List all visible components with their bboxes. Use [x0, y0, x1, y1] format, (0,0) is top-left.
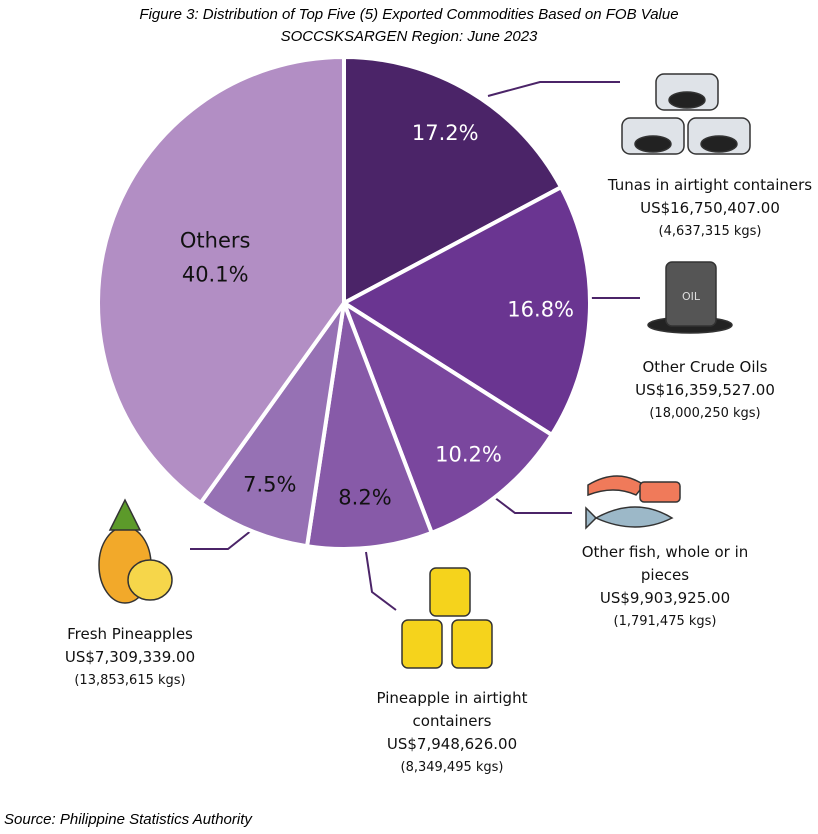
slice — [342, 54, 564, 307]
value-label: 7.5% — [243, 472, 296, 496]
volume: (8,349,495 kgs) — [400, 760, 504, 775]
value-label: 16.8% — [507, 297, 574, 321]
slice — [339, 298, 555, 536]
value-label: 40.1% — [182, 263, 249, 287]
volume: (13,853,615 kgs) — [74, 673, 186, 688]
chart-subtitle: SOCCSKSARGEN Region: June 2023 — [280, 28, 538, 45]
slice — [304, 295, 435, 551]
category-label: Tunas in airtight containers — [607, 176, 813, 194]
svg-text:OIL: OIL — [682, 290, 701, 303]
commodity-label: Other fish, whole or in pieces US$9,903,9… — [575, 541, 755, 633]
source: Source: Philippine Statistics Authority — [4, 811, 252, 828]
commodity-label: Tunas in airtight containers US$16,750,40… — [600, 174, 818, 243]
fob-value: US$16,359,527.00 — [635, 381, 775, 399]
fob-value: US$7,948,626.00 — [386, 735, 518, 753]
value-label: 10.2% — [435, 442, 502, 466]
volume: (18,000,250 kgs) — [649, 406, 761, 421]
slice — [96, 54, 346, 506]
category-label: Fresh Pineapples — [67, 625, 193, 643]
value-label: 17.2% — [412, 121, 479, 145]
commodity-label: Pineapple in airtight containers US$7,948… — [357, 687, 547, 779]
fob-value: US$9,903,925.00 — [599, 589, 731, 607]
icons: OIL — [98, 73, 751, 669]
category-label: Pineapple in airtight containers — [376, 689, 528, 730]
volume: (1,791,475 kgs) — [613, 614, 717, 629]
value-label: 8.2% — [338, 486, 391, 510]
slices — [96, 54, 592, 551]
chart-title: Figure 3: Distribution of Top Five (5) E… — [139, 6, 679, 23]
fob-value: US$16,750,407.00 — [640, 199, 780, 217]
volume: (4,637,315 kgs) — [658, 224, 762, 239]
category-label: Others — [180, 229, 251, 253]
fob-value: US$7,309,339.00 — [64, 648, 196, 666]
category-label: Other Crude Oils — [642, 358, 768, 376]
slice — [340, 184, 592, 438]
category-label: Other fish, whole or in pieces — [581, 543, 749, 584]
commodity-label: Other Crude Oils US$16,359,527.00 (18,000,… — [605, 356, 805, 425]
commodity-label: Fresh Pineapples US$7,309,339.00 (13,853,6… — [30, 623, 230, 692]
slice — [197, 301, 346, 549]
